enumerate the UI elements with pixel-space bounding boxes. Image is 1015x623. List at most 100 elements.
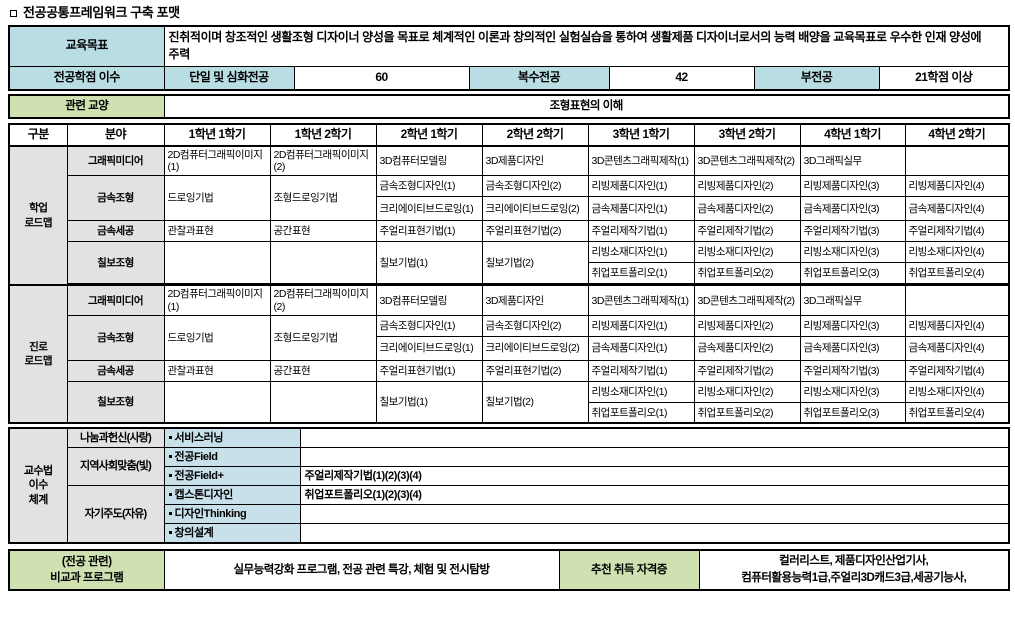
method-label: 전공Field+ (174, 469, 225, 482)
course-cell: 금속제품디자인(4) (904, 196, 1010, 222)
method-value (299, 447, 1010, 468)
course-cell: 리빙소재디자인(2) (693, 241, 801, 264)
related-liberal-arts-table: 관련 교양 조형표현의 이해 (8, 93, 1010, 119)
section-label-line2: 로드맵 (24, 216, 53, 229)
course-cell: 3D콘텐츠그래픽제작(1) (587, 284, 695, 316)
course-cell: 공간표현 (269, 359, 377, 382)
course-cell: 드로잉기법 (163, 175, 271, 222)
method-service-learning: 서비스러닝 (163, 427, 301, 449)
method-capstone-design: 캡스톤디자인 (163, 485, 301, 506)
education-goal-table: 교육목표 진취적이며 창조적인 생활조형 디자이너 양성을 목표로 체계적인 이… (8, 25, 1011, 91)
course-cell: 리빙제품디자인(2) (693, 175, 801, 198)
course-cell: 취업포트폴리오(3) (799, 401, 906, 425)
table-row: 칠보조형 칠보기법(1) 칠보기법(2) 리빙소재디자인(1) 리빙소재디자인(… (9, 380, 1010, 424)
course-cell (904, 144, 1010, 177)
table-row: 지역사회맞춤(빛) 전공Field (9, 447, 1010, 487)
header-y1s1: 1학년 1학기 (163, 123, 271, 147)
header-field: 분야 (66, 123, 165, 147)
course-cell: 관찰과표현 (163, 220, 271, 243)
method-label: 디자인Thinking (174, 507, 247, 520)
course-cell: 2D컴퓨터그래픽이미지(1) (163, 144, 271, 177)
course-cell: 취업포트폴리오(1) (587, 401, 695, 425)
course-cell: 2D컴퓨터그래픽이미지(2) (269, 284, 377, 316)
course-cell: 리빙제품디자인(4) (904, 314, 1010, 337)
bullet-dot-icon (168, 435, 172, 439)
section-label-line2: 로드맵 (24, 355, 53, 368)
teaching-system-label: 교수법 이수 체계 (8, 427, 68, 544)
table-row: 취업포트폴리오(1) 취업포트폴리오(2) 취업포트폴리오(3) 취업포트폴리오… (9, 262, 1010, 285)
header-y2s1: 2학년 1학기 (375, 123, 483, 147)
course-cell: 주얼리제작기법(3) (799, 220, 906, 243)
teaching-label-line1: 교수법 (23, 464, 53, 477)
course-cell: 금속제품디자인(1) (587, 196, 695, 222)
course-cell: 공간표현 (269, 220, 377, 243)
section-label-line1: 진로 (29, 341, 48, 354)
course-cell: 리빙제품디자인(3) (799, 175, 906, 198)
credit-double-major-label: 복수전공 (468, 65, 610, 91)
course-cell: 크리에이티브드로잉(2) (481, 196, 589, 222)
course-cell: 취업포트폴리오(2) (693, 401, 801, 425)
course-cell: 주얼리제작기법(2) (693, 359, 801, 382)
course-cell: 리빙소재디자인(4) (904, 380, 1010, 403)
education-goal-text: 진취적이며 창조적인 생활조형 디자이너 양성을 목표로 체계적인 이론과 창의… (163, 25, 1010, 67)
method-major-field: 전공Field (163, 447, 301, 468)
extracurricular-program-label: (전공 관련) 비교과 프로그램 (8, 549, 165, 591)
table-row: 학업 로드맵 그래픽미디어 2D컴퓨터그래픽이미지(1) 2D컴퓨터그래픽이미지… (8, 144, 1010, 286)
category-sharing-devotion: 나눔과헌신(사랑) (66, 427, 165, 449)
certificate-line2: 컴퓨터활용능력1급,주얼리3D캐드3급,세공기능사, (741, 572, 967, 585)
extracurricular-program-value: 실무능력강화 프로그램, 전공 관련 특강, 체험 및 전시탐방 (163, 549, 560, 591)
header-y4s2: 4학년 2학기 (904, 123, 1010, 147)
course-cell: 칠보기법(1) (375, 380, 483, 424)
course-cell (269, 241, 377, 285)
bullet-dot-icon (168, 530, 172, 534)
method-value: 취업포트폴리오(1)(2)(3)(4) (299, 485, 1010, 506)
credit-minor-label: 부전공 (753, 65, 880, 91)
table-row: 자기주도(자유) 캡스톤디자인 취업포트폴리오(1)(2)(3)(4) (9, 485, 1010, 544)
method-value (299, 427, 1010, 449)
square-bullet-icon (10, 9, 17, 17)
area-label-metal-form: 금속조형 (66, 175, 165, 222)
area-label-enamel: 칠보조형 (66, 241, 165, 285)
program-label-line1: (전공 관련) (61, 555, 112, 568)
table-row: 취업포트폴리오(1) 취업포트폴리오(2) 취업포트폴리오(3) 취업포트폴리오… (9, 401, 1010, 425)
category-community-tailored: 지역사회맞춤(빛) (66, 447, 165, 487)
course-cell: 리빙제품디자인(1) (587, 314, 695, 337)
table-row: 크리에이티브드로잉(1) 크리에이티브드로잉(2) 금속제품디자인(1) 금속제… (9, 196, 1010, 222)
table-row: 금속조형 드로잉기법 조형드로잉기법 금속조형디자인(1) 금속조형디자인(2)… (9, 314, 1010, 361)
course-cell: 금속제품디자인(4) (904, 335, 1010, 361)
course-cell: 리빙소재디자인(1) (587, 380, 695, 403)
method-label: 전공Field (174, 450, 219, 463)
education-goal-label: 교육목표 (8, 25, 165, 67)
area-label-metal-craft: 금속세공 (66, 359, 165, 382)
table-row: 금속세공 관찰과표현 공간표현 주얼리표현기법(1) 주얼리표현기법(2) 주얼… (9, 359, 1010, 382)
course-cell: 취업포트폴리오(4) (904, 262, 1010, 285)
header-y2s2: 2학년 2학기 (481, 123, 589, 147)
area-label-graphic-media: 그래픽미디어 (66, 284, 165, 316)
course-cell: 관찰과표현 (163, 359, 271, 382)
bullet-dot-icon (168, 492, 172, 496)
course-cell: 금속조형디자인(2) (481, 314, 589, 337)
course-cell: 취업포트폴리오(1) (587, 262, 695, 285)
course-cell: 금속제품디자인(3) (799, 196, 906, 222)
course-cell: 리빙제품디자인(1) (587, 175, 695, 198)
credit-requirement-label: 전공학점 이수 (8, 65, 165, 91)
course-cell: 칠보기법(2) (481, 241, 589, 285)
course-cell: 3D그래픽실무 (799, 144, 906, 177)
course-cell: 칠보기법(1) (375, 241, 483, 285)
category-self-directed: 자기주도(자유) (66, 485, 165, 544)
credit-double-major-value: 42 (608, 65, 755, 91)
course-cell: 리빙제품디자인(4) (904, 175, 1010, 198)
teaching-method-table: 교수법 이수 체계 나눔과헌신(사랑) 서비스러닝 지역사회맞춤(빛) 전공Fi… (8, 427, 1010, 545)
course-cell (163, 380, 271, 424)
course-cell: 취업포트폴리오(3) (799, 262, 906, 285)
certificate-value: 컬러리스트, 제품디자인산업기사, 컴퓨터활용능력1급,주얼리3D캐드3급,세공… (698, 549, 1010, 591)
course-cell: 리빙소재디자인(3) (799, 380, 906, 403)
course-cell: 주얼리제작기법(2) (693, 220, 801, 243)
method-value (299, 523, 1010, 544)
liberal-arts-value: 조형표현의 이해 (163, 94, 1010, 119)
course-cell: 2D컴퓨터그래픽이미지(1) (163, 284, 271, 316)
table-row: 금속조형 드로잉기법 조형드로잉기법 금속조형디자인(1) 금속조형디자인(2)… (9, 175, 1010, 222)
course-cell: 3D콘텐츠그래픽제작(2) (693, 144, 801, 177)
course-cell: 3D제품디자인 (481, 284, 589, 316)
course-cell: 주얼리제작기법(3) (799, 359, 906, 382)
